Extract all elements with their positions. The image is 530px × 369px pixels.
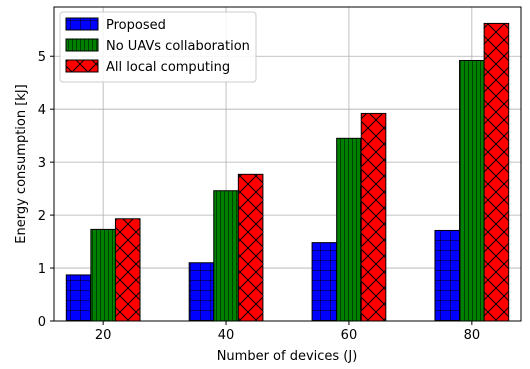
legend-label: No UAVs collaboration — [106, 39, 250, 54]
legend-box — [59, 11, 257, 83]
legend-swatch-hatch — [65, 17, 99, 31]
x-tick-label: 40 — [218, 328, 235, 343]
bar-hatch — [336, 137, 362, 322]
bar-hatch — [213, 190, 239, 322]
x-ticks: 20 40 60 80 — [95, 321, 480, 343]
x-axis-label: Number of devices (J) — [217, 349, 358, 364]
legend-label: Proposed — [106, 18, 166, 33]
y-axis-label: Energy consumption [kJ] — [14, 84, 29, 243]
x-tick-label: 20 — [95, 328, 112, 343]
axes-frame — [53, 6, 522, 322]
x-tick-label: 60 — [341, 328, 358, 343]
y-tick-label: 4 — [38, 103, 46, 118]
bar-hatch — [90, 228, 116, 322]
bar-hatch — [360, 112, 387, 322]
bar-hatch — [188, 262, 215, 322]
axes — [53, 6, 522, 322]
legend: Proposed No UAVs collaboration All local c… — [59, 11, 257, 83]
bar-hatch — [311, 242, 338, 322]
bars — [65, 22, 510, 322]
y-tick-label: 5 — [38, 50, 46, 65]
bar-hatch — [459, 59, 485, 322]
bar-hatch — [114, 218, 141, 322]
y-tick-label: 2 — [38, 209, 46, 224]
bar-hatch — [65, 274, 92, 322]
x-tick-label: 80 — [464, 328, 481, 343]
y-tick-label: 0 — [38, 315, 46, 330]
y-tick-label: 3 — [38, 156, 46, 171]
y-ticks: 0 1 2 3 4 5 — [38, 50, 54, 330]
bar-hatch — [434, 229, 461, 322]
legend-swatch-hatch — [65, 38, 99, 52]
bar-hatch — [483, 22, 510, 322]
y-tick-label: 1 — [38, 262, 46, 277]
bar-hatch — [237, 173, 264, 322]
legend-label: All local computing — [106, 60, 230, 75]
legend-swatch-hatch — [65, 59, 99, 73]
